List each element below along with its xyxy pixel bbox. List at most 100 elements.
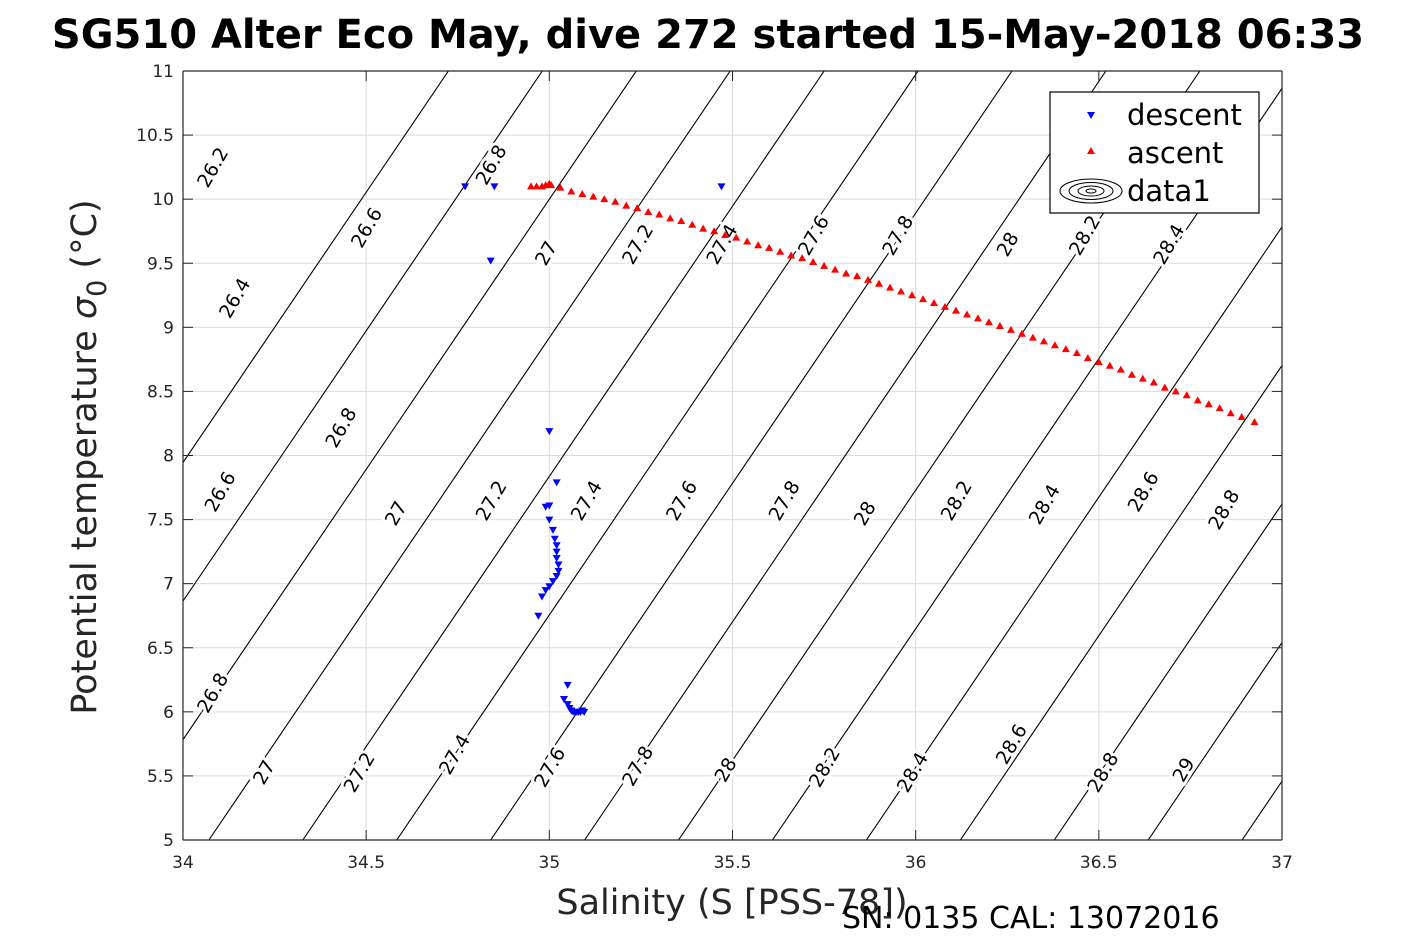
- ascent-point: [567, 187, 576, 195]
- descent-point: [541, 587, 550, 595]
- ascent-point: [1083, 354, 1092, 362]
- ascent-point: [532, 182, 541, 190]
- ascent-point: [831, 265, 840, 273]
- ascent-point: [1160, 383, 1169, 391]
- descent-point: [554, 567, 563, 575]
- ascent-point: [1204, 400, 1213, 408]
- ascent-point: [1250, 418, 1259, 426]
- ascent-point: [1182, 391, 1191, 399]
- ascent-point: [600, 195, 609, 203]
- y-tick-label: 7: [163, 575, 174, 595]
- ascent-point: [611, 197, 620, 205]
- ascent-point: [1006, 325, 1015, 333]
- ascent-point: [918, 295, 927, 303]
- y-tick-label: 5: [163, 831, 174, 851]
- legend-ascent-label: ascent: [1127, 136, 1223, 170]
- x-tick-label: 34.5: [347, 853, 385, 873]
- descent-point: [486, 257, 495, 265]
- ascent-point: [1116, 365, 1125, 373]
- ascent-point: [776, 247, 785, 255]
- descent-point: [717, 183, 726, 191]
- descent-point: [563, 701, 572, 709]
- descent-point: [548, 578, 557, 586]
- descent-point: [538, 593, 547, 601]
- ascent-point: [875, 279, 884, 287]
- ascent-point: [1127, 370, 1136, 378]
- legend-ascent-marker: [1087, 147, 1095, 154]
- descent-point: [552, 479, 561, 487]
- y-tick-label: 10.5: [136, 126, 174, 146]
- ascent-point: [765, 243, 774, 251]
- ascent-point: [677, 216, 686, 224]
- descent-point: [541, 503, 550, 511]
- ascent-point: [1138, 374, 1147, 382]
- x-tick-label: 37: [1271, 853, 1293, 873]
- ascent-point: [1215, 404, 1224, 412]
- y-axis-label-main: Potential temperature: [65, 330, 105, 714]
- legend-descent-marker: [1087, 112, 1095, 119]
- descent-point: [545, 428, 554, 436]
- x-tick-label: 34: [172, 853, 194, 873]
- descent-point: [545, 583, 554, 591]
- ascent-point: [962, 310, 971, 318]
- ascent-point: [732, 233, 741, 241]
- ascent-point: [897, 287, 906, 295]
- contour-line-28.2: [865, 225, 1282, 840]
- legend: descent ascent data1: [1049, 91, 1260, 214]
- ascent-point: [547, 181, 556, 189]
- ascent-point: [644, 207, 653, 215]
- descent-point: [580, 708, 589, 716]
- ascent-point: [973, 314, 982, 322]
- contour-line-27: [302, 71, 825, 840]
- descent-point: [552, 572, 561, 580]
- ascent-point: [984, 318, 993, 326]
- ascent-point: [787, 251, 796, 259]
- y-axis-label: Potential temperature σ0 (°C): [65, 199, 113, 714]
- descent-point: [554, 561, 563, 569]
- ascent-point: [842, 269, 851, 277]
- ascent-point: [1193, 396, 1202, 404]
- y-tick-label: 8.5: [147, 382, 174, 402]
- descent-point: [550, 535, 559, 543]
- ascent-point: [754, 241, 763, 249]
- ascent-point: [951, 306, 960, 314]
- ascent-point: [688, 220, 697, 228]
- ascent-point: [1028, 333, 1037, 341]
- y-tick-labels: 5 5.5 6 6.5 7 7.5 8 8.5 9 9.5 10 10.5 11: [136, 62, 174, 851]
- y-tick-label: 10: [152, 190, 174, 210]
- x-tick-label: 35.5: [714, 853, 752, 873]
- ascent-point: [622, 201, 631, 209]
- y-tick-label: 6: [163, 703, 174, 723]
- ascent-point: [886, 283, 895, 291]
- chart-title: SG510 Alter Eco May, dive 272 started 15…: [52, 12, 1364, 58]
- descent-point: [552, 555, 561, 563]
- ascent-point: [633, 204, 642, 212]
- ascent-point: [721, 231, 730, 239]
- contour-line-26.4: [183, 71, 543, 603]
- descent-series: [461, 183, 726, 716]
- legend-box: [1049, 91, 1260, 214]
- contour-line-28.8: [1147, 641, 1282, 840]
- x-tick-labels: 34 34.5 35 35.5 36 36.5 37: [172, 853, 1293, 873]
- descent-point: [545, 516, 554, 524]
- ascent-point: [1017, 329, 1026, 337]
- ascent-point: [929, 298, 938, 306]
- ascent-point: [1237, 413, 1246, 421]
- y-axis-label-unit: (°C): [65, 199, 105, 279]
- y-tick-label: 11: [152, 62, 174, 82]
- ascent-point: [1039, 337, 1048, 345]
- ascent-point: [940, 302, 949, 310]
- descent-point: [490, 183, 499, 191]
- ascent-point: [995, 322, 1004, 330]
- y-tick-label: 9.5: [147, 254, 174, 274]
- contour-line-26.6: [183, 71, 637, 741]
- contour-line-28.6: [1053, 503, 1282, 840]
- contour-line-26.8: [208, 71, 731, 840]
- contour-line-27.2: [396, 71, 919, 840]
- y-tick-label: 9: [163, 318, 174, 338]
- descent-point: [559, 696, 568, 704]
- descent-point: [548, 526, 557, 534]
- ascent-point: [1171, 387, 1180, 395]
- descent-point: [563, 681, 572, 689]
